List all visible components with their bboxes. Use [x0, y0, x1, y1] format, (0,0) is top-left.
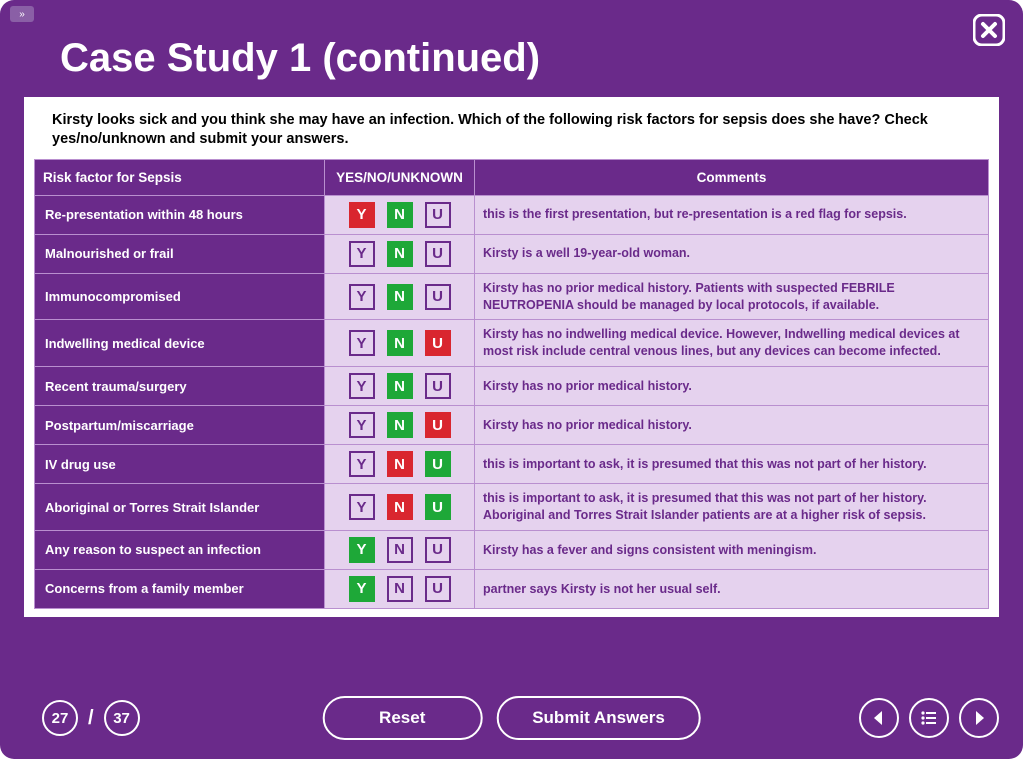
col-comment-header: Comments: [475, 159, 989, 195]
reset-button[interactable]: Reset: [322, 696, 482, 740]
answer-cell: YNU: [325, 530, 475, 569]
expand-tab[interactable]: »: [10, 6, 34, 22]
answer-cell: YNU: [325, 273, 475, 320]
unknown-toggle[interactable]: U: [425, 451, 451, 477]
no-toggle[interactable]: N: [387, 412, 413, 438]
no-toggle[interactable]: N: [387, 284, 413, 310]
page-title: Case Study 1 (continued): [60, 36, 1011, 81]
unknown-toggle[interactable]: U: [425, 412, 451, 438]
table-header-row: Risk factor for Sepsis YES/NO/UNKNOWN Co…: [35, 159, 989, 195]
yes-toggle[interactable]: Y: [349, 202, 375, 228]
nav-icons: [859, 698, 999, 738]
page-frame: » Case Study 1 (continued) Kirsty looks …: [0, 0, 1023, 759]
unknown-toggle[interactable]: U: [425, 202, 451, 228]
answer-cell: YNU: [325, 367, 475, 406]
yes-toggle[interactable]: Y: [349, 330, 375, 356]
unknown-toggle[interactable]: U: [425, 576, 451, 602]
comment-cell: this is important to ask, it is presumed…: [475, 484, 989, 531]
yes-toggle[interactable]: Y: [349, 451, 375, 477]
answer-cell: YNU: [325, 445, 475, 484]
chevron-right-icon: »: [19, 9, 25, 20]
comment-cell: partner says Kirsty is not her usual sel…: [475, 569, 989, 608]
unknown-toggle[interactable]: U: [425, 284, 451, 310]
no-toggle[interactable]: N: [387, 537, 413, 563]
next-button[interactable]: [959, 698, 999, 738]
yes-toggle[interactable]: Y: [349, 494, 375, 520]
risk-table: Risk factor for Sepsis YES/NO/UNKNOWN Co…: [34, 159, 989, 609]
table-row: Indwelling medical deviceYNUKirsty has n…: [35, 320, 989, 367]
risk-factor-cell: Aboriginal or Torres Strait Islander: [35, 484, 325, 531]
no-toggle[interactable]: N: [387, 576, 413, 602]
yes-toggle[interactable]: Y: [349, 537, 375, 563]
yes-toggle[interactable]: Y: [349, 576, 375, 602]
footer-bar: 27 / 37 Reset Submit Answers: [0, 691, 1023, 745]
yes-toggle[interactable]: Y: [349, 373, 375, 399]
unknown-toggle[interactable]: U: [425, 241, 451, 267]
risk-factor-cell: Malnourished or frail: [35, 234, 325, 273]
question-text: Kirsty looks sick and you think she may …: [24, 107, 999, 159]
no-toggle[interactable]: N: [387, 241, 413, 267]
prev-button[interactable]: [859, 698, 899, 738]
comment-cell: Kirsty has a fever and signs consistent …: [475, 530, 989, 569]
unknown-toggle[interactable]: U: [425, 330, 451, 356]
comment-cell: Kirsty has no indwelling medical device.…: [475, 320, 989, 367]
table-row: ImmunocompromisedYNUKirsty has no prior …: [35, 273, 989, 320]
unknown-toggle[interactable]: U: [425, 373, 451, 399]
table-row: Concerns from a family memberYNUpartner …: [35, 569, 989, 608]
page-counter: 27 / 37: [42, 700, 140, 736]
table-row: Postpartum/miscarriageYNUKirsty has no p…: [35, 406, 989, 445]
col-risk-header: Risk factor for Sepsis: [35, 159, 325, 195]
unknown-toggle[interactable]: U: [425, 494, 451, 520]
risk-factor-cell: Concerns from a family member: [35, 569, 325, 608]
risk-factor-cell: Any reason to suspect an infection: [35, 530, 325, 569]
no-toggle[interactable]: N: [387, 373, 413, 399]
answer-cell: YNU: [325, 234, 475, 273]
unknown-toggle[interactable]: U: [425, 537, 451, 563]
comment-cell: Kirsty has no prior medical history.: [475, 406, 989, 445]
menu-button[interactable]: [909, 698, 949, 738]
table-row: IV drug useYNUthis is important to ask, …: [35, 445, 989, 484]
footer-actions: Reset Submit Answers: [322, 696, 701, 740]
yes-toggle[interactable]: Y: [349, 412, 375, 438]
answer-cell: YNU: [325, 320, 475, 367]
table-row: Aboriginal or Torres Strait IslanderYNUt…: [35, 484, 989, 531]
table-row: Recent trauma/surgeryYNUKirsty has no pr…: [35, 367, 989, 406]
answer-cell: YNU: [325, 484, 475, 531]
no-toggle[interactable]: N: [387, 494, 413, 520]
risk-factor-cell: Immunocompromised: [35, 273, 325, 320]
table-row: Malnourished or frailYNUKirsty is a well…: [35, 234, 989, 273]
comment-cell: Kirsty has no prior medical history.: [475, 367, 989, 406]
no-toggle[interactable]: N: [387, 202, 413, 228]
answer-cell: YNU: [325, 195, 475, 234]
submit-button[interactable]: Submit Answers: [496, 696, 701, 740]
arrow-left-icon: [869, 708, 889, 728]
risk-factor-cell: IV drug use: [35, 445, 325, 484]
comment-cell: this is important to ask, it is presumed…: [475, 445, 989, 484]
list-icon: [919, 708, 939, 728]
yes-toggle[interactable]: Y: [349, 241, 375, 267]
page-separator: /: [88, 707, 94, 730]
no-toggle[interactable]: N: [387, 451, 413, 477]
table-row: Re-presentation within 48 hoursYNUthis i…: [35, 195, 989, 234]
current-page-number: 27: [42, 700, 78, 736]
comment-cell: Kirsty has no prior medical history. Pat…: [475, 273, 989, 320]
risk-factor-cell: Recent trauma/surgery: [35, 367, 325, 406]
comment-cell: Kirsty is a well 19-year-old woman.: [475, 234, 989, 273]
total-page-number: 37: [104, 700, 140, 736]
answer-cell: YNU: [325, 569, 475, 608]
col-answer-header: YES/NO/UNKNOWN: [325, 159, 475, 195]
no-toggle[interactable]: N: [387, 330, 413, 356]
risk-factor-cell: Indwelling medical device: [35, 320, 325, 367]
comment-cell: this is the first presentation, but re-p…: [475, 195, 989, 234]
close-button[interactable]: [973, 14, 1005, 46]
risk-factor-cell: Re-presentation within 48 hours: [35, 195, 325, 234]
close-icon: [973, 14, 1005, 46]
table-row: Any reason to suspect an infectionYNUKir…: [35, 530, 989, 569]
content-card: Kirsty looks sick and you think she may …: [24, 97, 999, 617]
arrow-right-icon: [969, 708, 989, 728]
answer-cell: YNU: [325, 406, 475, 445]
risk-factor-cell: Postpartum/miscarriage: [35, 406, 325, 445]
yes-toggle[interactable]: Y: [349, 284, 375, 310]
